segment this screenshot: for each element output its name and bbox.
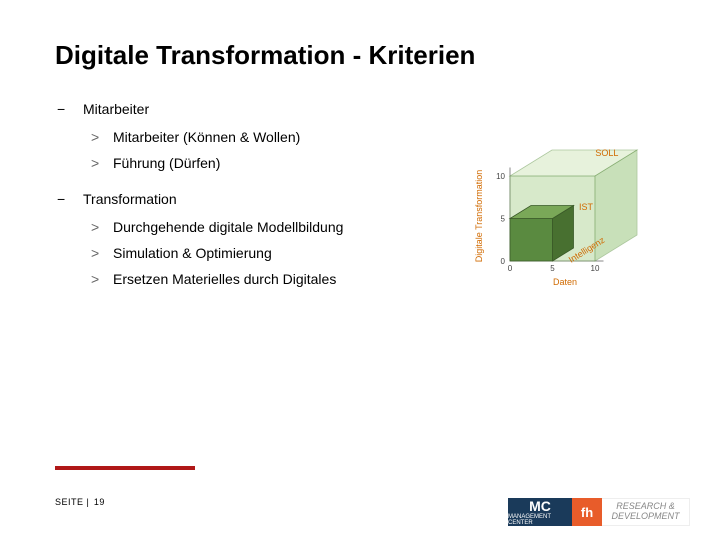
- list-item: > Durchgehende digitale Modellbildung: [91, 219, 470, 235]
- section-header: − Mitarbeiter: [55, 101, 470, 117]
- svg-text:SOLL: SOLL: [595, 148, 618, 158]
- logo-mc: MC MANAGEMENT CENTER: [508, 498, 572, 526]
- item-label: Simulation & Optimierung: [113, 245, 272, 261]
- section-label: Mitarbeiter: [83, 101, 149, 117]
- logo-rd-text: RESEARCH & DEVELOPMENT: [602, 502, 689, 522]
- dash-bullet: −: [55, 101, 83, 117]
- list-item: > Ersetzen Materielles durch Digitales: [91, 271, 470, 287]
- logo-mc-big: MC: [529, 498, 551, 514]
- section-mitarbeiter: − Mitarbeiter > Mitarbeiter (Können & Wo…: [55, 101, 470, 171]
- svg-text:Digitale Transformation: Digitale Transformation: [474, 170, 484, 263]
- chevron-bullet: >: [91, 271, 113, 287]
- chevron-bullet: >: [91, 219, 113, 235]
- list-item: > Mitarbeiter (Können & Wollen): [91, 129, 470, 145]
- chevron-bullet: >: [91, 245, 113, 261]
- svg-text:10: 10: [591, 264, 600, 273]
- footer-prefix: SEITE |: [55, 497, 89, 507]
- item-label: Führung (Dürfen): [113, 155, 220, 171]
- item-label: Ersetzen Materielles durch Digitales: [113, 271, 336, 287]
- cube-svg: 05100510DatenDigitale TransformationInte…: [470, 131, 670, 291]
- text-column: − Mitarbeiter > Mitarbeiter (Können & Wo…: [55, 101, 470, 307]
- logo-group: MC MANAGEMENT CENTER fh RESEARCH & DEVEL…: [508, 498, 690, 526]
- svg-text:IST: IST: [579, 202, 594, 212]
- content-row: − Mitarbeiter > Mitarbeiter (Können & Wo…: [55, 101, 670, 307]
- accent-bar: [55, 466, 195, 470]
- dash-bullet: −: [55, 191, 83, 207]
- list-item: > Führung (Dürfen): [91, 155, 470, 171]
- section-label: Transformation: [83, 191, 177, 207]
- section-header: − Transformation: [55, 191, 470, 207]
- svg-text:5: 5: [550, 264, 555, 273]
- page-number: 19: [94, 497, 105, 507]
- chevron-bullet: >: [91, 129, 113, 145]
- logo-rd: RESEARCH & DEVELOPMENT: [602, 498, 690, 526]
- section-transformation: − Transformation > Durchgehende digitale…: [55, 191, 470, 287]
- logo-fh-text: fh: [581, 505, 593, 520]
- list-item: > Simulation & Optimierung: [91, 245, 470, 261]
- svg-text:0: 0: [501, 257, 506, 266]
- logo-mc-small: MANAGEMENT CENTER: [508, 514, 572, 526]
- slide: Digitale Transformation - Kriterien − Mi…: [0, 0, 720, 540]
- cube-diagram: 05100510DatenDigitale TransformationInte…: [470, 131, 670, 291]
- page-title: Digitale Transformation - Kriterien: [55, 40, 670, 71]
- item-label: Mitarbeiter (Können & Wollen): [113, 129, 300, 145]
- logo-fh: fh: [572, 498, 602, 526]
- svg-text:Daten: Daten: [553, 277, 577, 287]
- svg-text:0: 0: [508, 264, 513, 273]
- item-label: Durchgehende digitale Modellbildung: [113, 219, 343, 235]
- svg-text:10: 10: [496, 172, 505, 181]
- chevron-bullet: >: [91, 155, 113, 171]
- svg-text:5: 5: [501, 215, 506, 224]
